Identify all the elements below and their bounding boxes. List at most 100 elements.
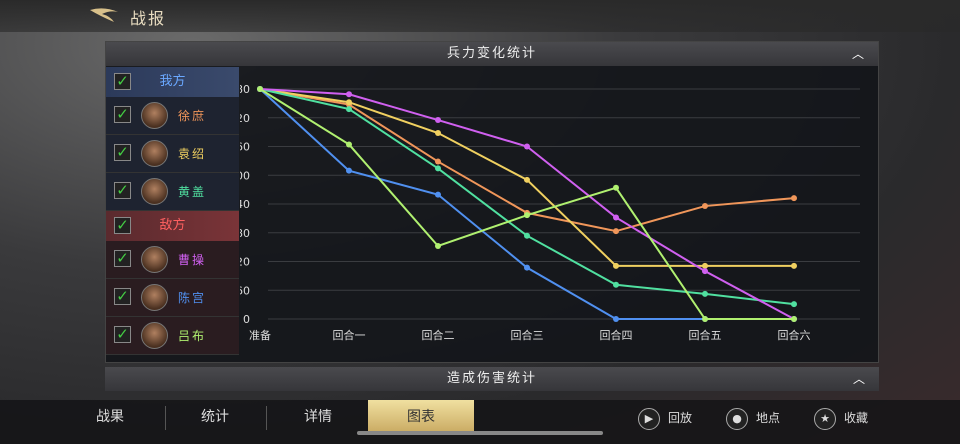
data-point <box>791 262 797 269</box>
data-point <box>346 99 352 106</box>
checkbox[interactable]: ✓ <box>114 250 131 267</box>
tab-chart[interactable]: 图表 <box>368 400 474 434</box>
x-tick-label: 回合四 <box>600 328 633 342</box>
favorite-button[interactable]: ★ 收藏 <box>814 406 868 430</box>
y-tick-label: 5040 <box>240 198 250 211</box>
data-point <box>702 262 708 269</box>
data-point <box>435 158 441 165</box>
general-name: 吕布 <box>178 329 207 343</box>
damage-stats-panel-header[interactable]: 造成伤害统计 ︿ <box>105 367 879 391</box>
data-point <box>435 117 441 124</box>
replay-button[interactable]: ▶ 回放 <box>638 406 692 430</box>
data-point <box>702 316 708 322</box>
y-tick-label: 10080 <box>240 83 250 96</box>
tab-details[interactable]: 详情 <box>304 409 332 425</box>
data-point <box>524 264 530 271</box>
series-line <box>259 88 795 233</box>
data-point <box>524 212 530 219</box>
enemy-group-header[interactable]: ✓ 敌方 <box>106 211 239 241</box>
divider <box>165 406 166 430</box>
x-tick-label: 准备 <box>249 328 271 342</box>
data-point <box>346 106 352 113</box>
x-tick-label: 回合一 <box>333 328 366 342</box>
data-point <box>524 176 530 183</box>
y-tick-label: 3780 <box>240 227 250 240</box>
avatar <box>141 284 168 311</box>
data-point <box>346 141 352 148</box>
list-item[interactable]: ✓ 徐庶 <box>106 97 239 135</box>
page-title: 战报 <box>130 9 167 28</box>
y-tick-label: 2520 <box>240 256 250 269</box>
tab-stats[interactable]: 统计 <box>201 409 229 425</box>
avatar <box>141 178 168 205</box>
chevron-up-icon[interactable]: ︿ <box>851 47 866 61</box>
general-name: 黄盖 <box>178 185 207 199</box>
x-tick-label: 回合五 <box>689 328 722 342</box>
bottom-bar: 战果 统计 详情 图表 ▶ 回放 ● 地点 ★ 收藏 <box>0 400 960 444</box>
location-pin-icon: ● <box>726 407 748 430</box>
checkbox[interactable]: ✓ <box>114 144 131 161</box>
tab-results[interactable]: 战果 <box>96 409 124 425</box>
y-tick-label: 7560 <box>240 141 250 154</box>
star-icon: ★ <box>814 407 836 430</box>
play-icon: ▶ <box>638 407 660 430</box>
back-arrow-icon[interactable] <box>88 6 120 24</box>
scrollbar[interactable] <box>357 431 603 435</box>
data-point <box>613 228 619 235</box>
replay-label: 回放 <box>668 411 693 425</box>
top-bar: 战报 <box>0 0 960 32</box>
sidebar: ✓ 我方 ✓ 徐庶 ✓ 袁绍 ✓ 黄盖 ✓ 敌方 ✓ 曹操 ✓ 陈宫 ✓ 吕布 <box>106 67 239 363</box>
x-tick-label: 回合三 <box>511 328 544 342</box>
data-point <box>613 262 619 269</box>
data-point <box>702 203 708 210</box>
enemy-label: 敌方 <box>159 218 186 233</box>
data-point <box>435 165 441 172</box>
ally-group-header[interactable]: ✓ 我方 <box>106 67 239 97</box>
chevron-up-icon[interactable]: ︿ <box>852 372 867 386</box>
data-point <box>257 86 263 92</box>
data-point <box>702 290 708 297</box>
ally-checkbox[interactable]: ✓ <box>114 73 131 90</box>
list-item[interactable]: ✓ 吕布 <box>106 317 239 355</box>
data-point <box>346 167 352 174</box>
troop-line-chart: 0 1260 2520 3780 5040 6300 7560 8820 10080 准备 回合一 回… <box>240 83 860 342</box>
list-item[interactable]: ✓ 袁绍 <box>106 135 239 173</box>
checkbox[interactable]: ✓ <box>114 106 131 123</box>
data-point <box>613 214 619 221</box>
location-label: 地点 <box>756 411 781 425</box>
data-point <box>791 316 797 322</box>
avatar <box>141 140 168 167</box>
avatar <box>141 322 168 349</box>
list-item[interactable]: ✓ 陈宫 <box>106 279 239 317</box>
location-button[interactable]: ● 地点 <box>726 406 780 430</box>
data-point <box>791 301 797 308</box>
general-name: 徐庶 <box>178 109 207 123</box>
data-point <box>613 184 619 191</box>
data-point <box>524 143 530 150</box>
checkbox[interactable]: ✓ <box>114 288 131 305</box>
data-point <box>702 268 708 275</box>
avatar <box>141 102 168 129</box>
panel-title: 兵力变化统计 <box>446 46 537 61</box>
data-point <box>435 130 441 137</box>
general-name: 曹操 <box>178 253 207 267</box>
checkbox[interactable]: ✓ <box>114 326 131 343</box>
y-tick-label: 1260 <box>240 284 250 297</box>
x-tick-label: 回合六 <box>778 328 811 342</box>
panel-header[interactable]: 兵力变化统计 ︿ <box>106 42 878 66</box>
general-name: 袁绍 <box>178 147 207 161</box>
list-item[interactable]: ✓ 曹操 <box>106 241 239 279</box>
data-point <box>435 242 441 249</box>
favorite-label: 收藏 <box>844 411 869 425</box>
data-point <box>613 316 619 322</box>
ally-label: 我方 <box>159 74 186 89</box>
y-tick-label: 8820 <box>240 112 250 125</box>
checkbox[interactable]: ✓ <box>114 182 131 199</box>
series-line <box>259 88 795 306</box>
enemy-checkbox[interactable]: ✓ <box>114 217 131 234</box>
general-name: 陈宫 <box>178 291 207 305</box>
y-tick-label: 0 <box>243 313 250 326</box>
avatar <box>141 246 168 273</box>
panel2-title: 造成伤害统计 <box>446 371 537 386</box>
list-item[interactable]: ✓ 黄盖 <box>106 173 239 211</box>
